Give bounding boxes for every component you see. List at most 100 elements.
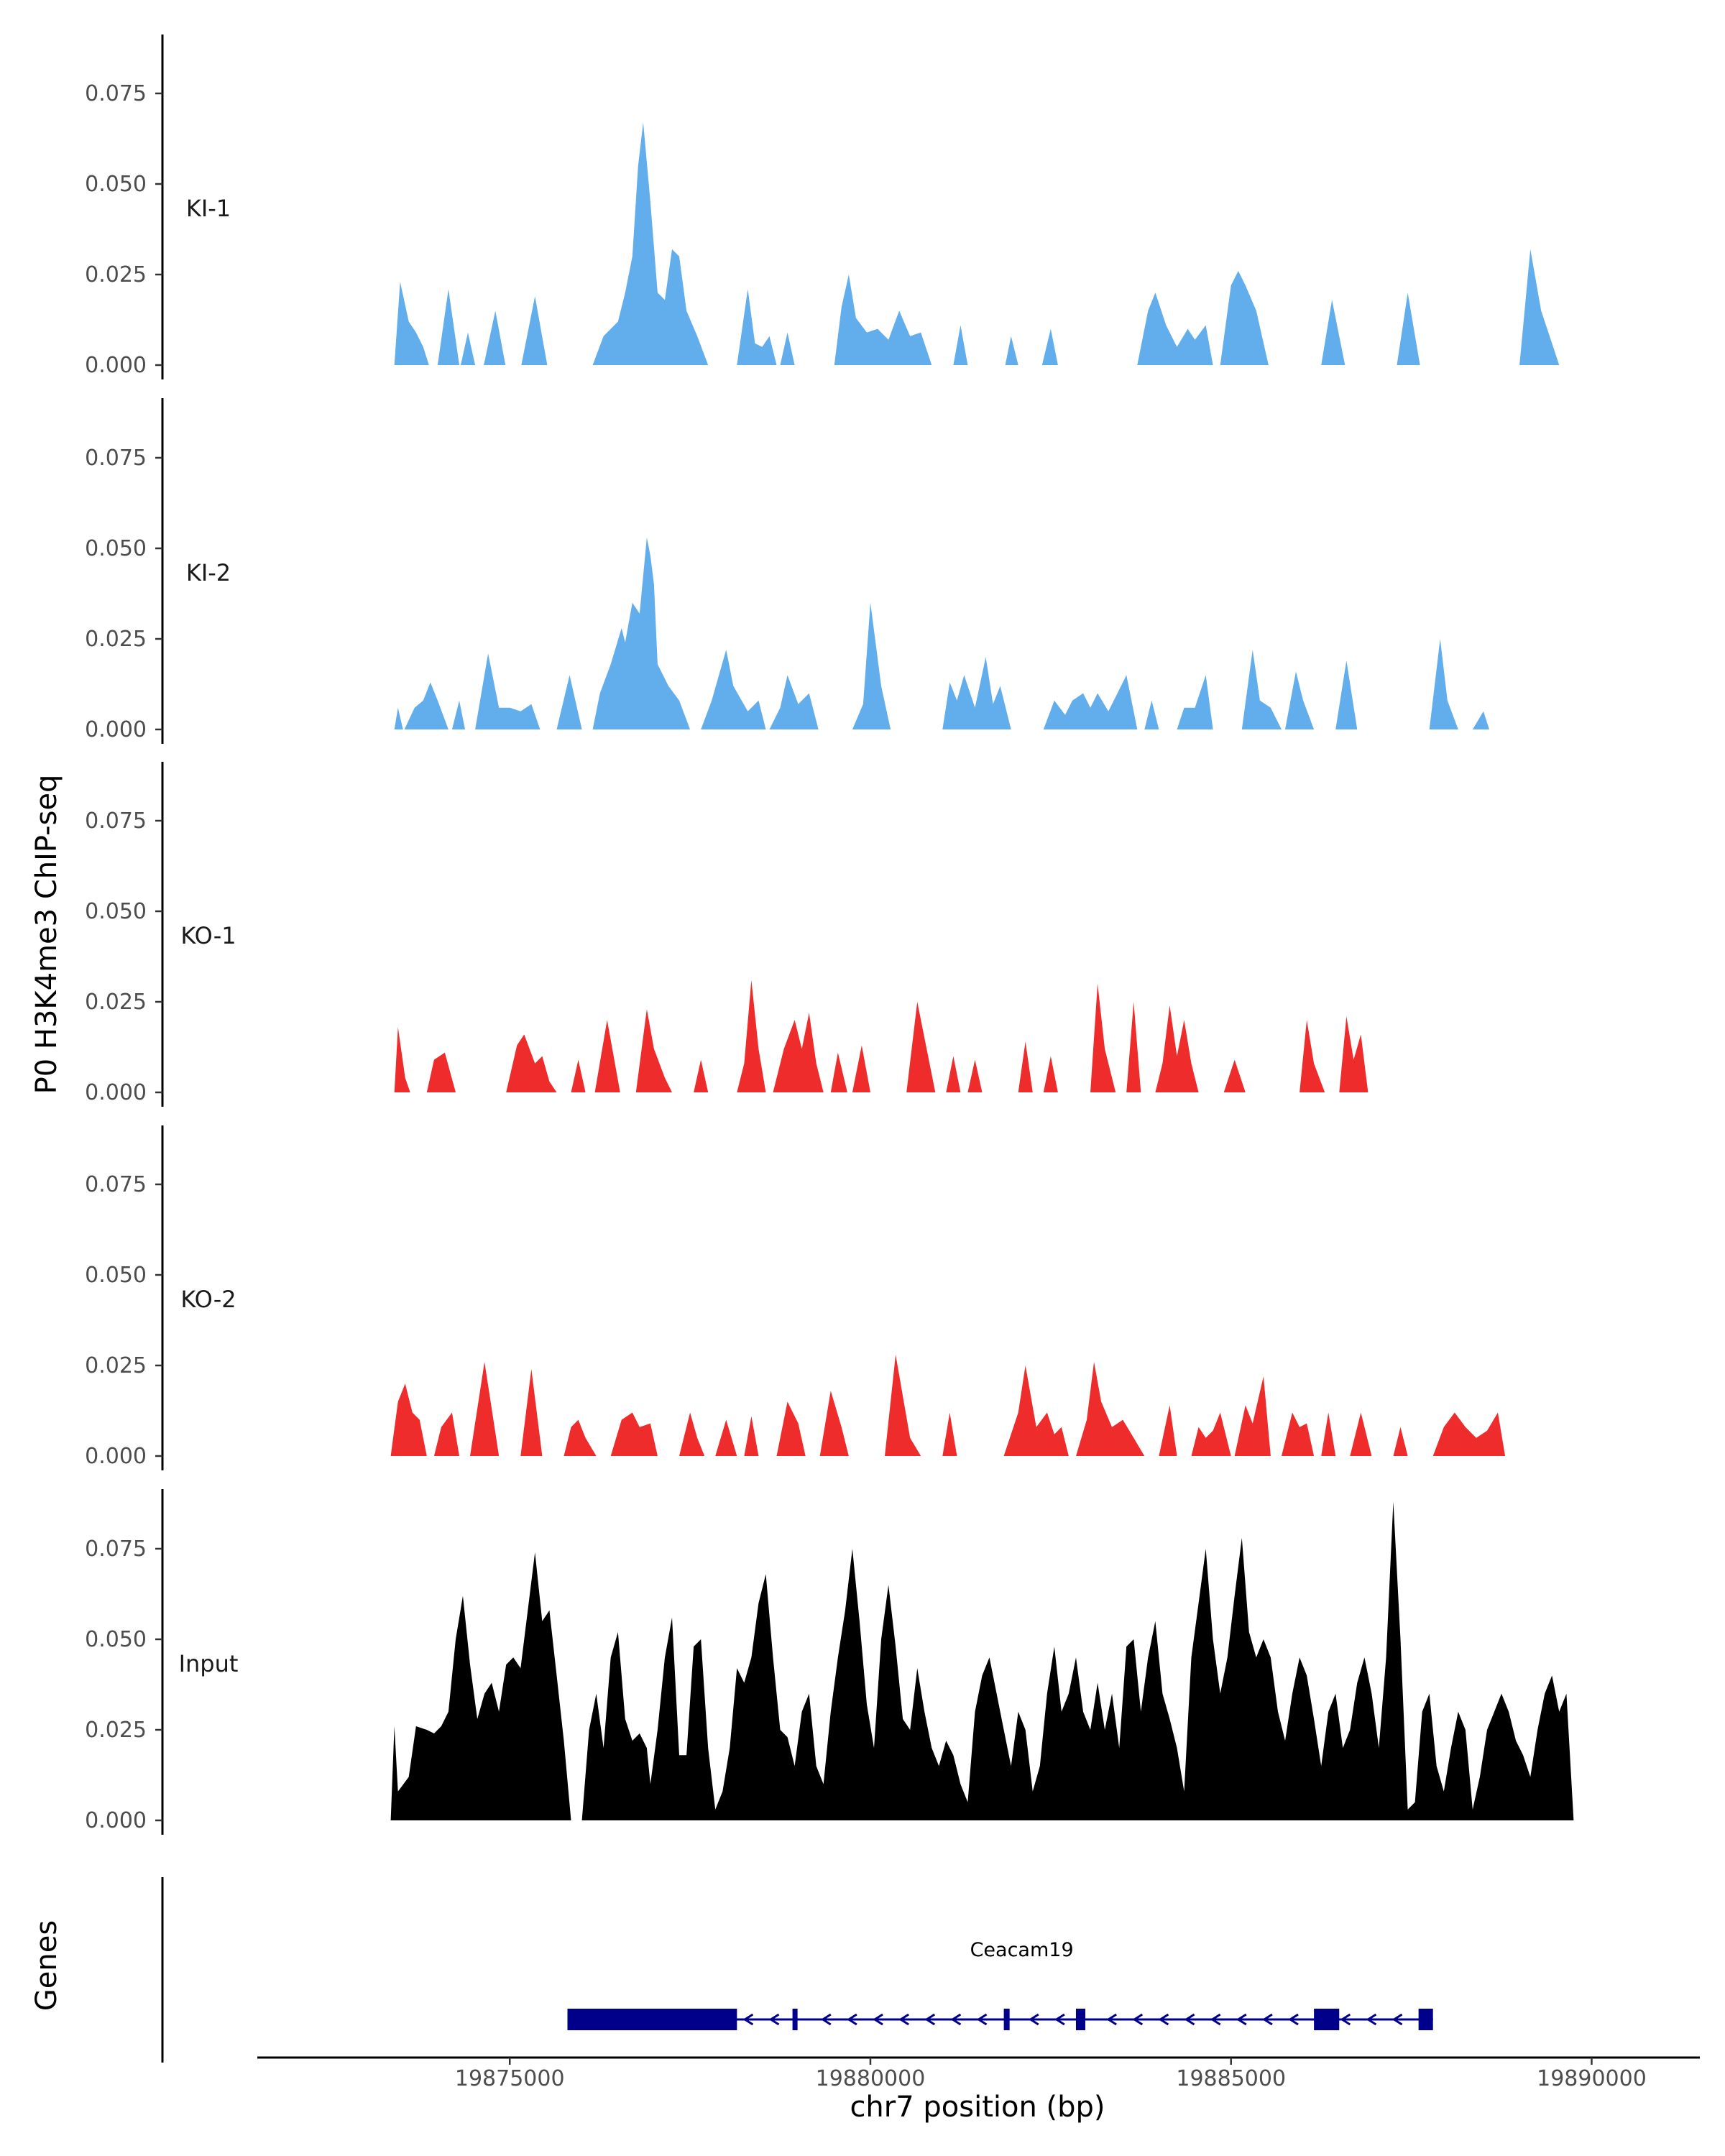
signal-peak	[701, 650, 766, 729]
signal-peak	[592, 122, 709, 366]
strand-arrow	[1028, 2013, 1039, 2026]
y-tick-label: 0.000	[85, 1444, 147, 1469]
signal-peak	[571, 1059, 586, 1092]
signal-peak	[556, 675, 582, 729]
signal-peak	[426, 1052, 456, 1092]
signal-peak	[942, 657, 1011, 729]
strand-arrow	[1262, 2013, 1273, 2026]
signal-peak	[1282, 1412, 1315, 1456]
signal-peak	[1018, 1041, 1033, 1092]
signal-peak	[394, 707, 403, 729]
track-label: KO-2	[180, 1286, 236, 1313]
gene-exon	[1314, 2009, 1340, 2030]
signal-peak	[390, 1552, 571, 1820]
signal-peak	[830, 1052, 847, 1092]
signal-peak	[1220, 271, 1269, 365]
signal-peak	[394, 1027, 410, 1092]
signal-peak	[715, 1419, 737, 1456]
signal-peak	[1177, 675, 1213, 729]
y-tick-label: 0.050	[85, 536, 147, 561]
signal-peak	[470, 1362, 500, 1456]
strand-arrow	[1366, 2013, 1377, 2026]
y-tick-label: 0.000	[85, 717, 147, 742]
signal-peak	[679, 1412, 705, 1456]
strand-arrow	[898, 2013, 909, 2026]
signal-peak	[1241, 650, 1282, 729]
y-tick-label: 0.075	[85, 808, 147, 834]
track-ki-1: 0.000 0.025 0.050 0.075 KI-1	[85, 34, 1560, 379]
y-tick-label: 0.075	[85, 1537, 147, 1562]
track-label: Input	[179, 1650, 239, 1677]
strand-arrow	[1340, 2013, 1351, 2026]
signal-peak	[1429, 639, 1458, 729]
strand-arrow	[820, 2013, 832, 2026]
strand-arrow	[873, 2013, 883, 2026]
track-ko-2: 0.000 0.025 0.050 0.075 KO-2	[85, 1125, 1506, 1470]
y-tick-label: 0.050	[85, 172, 147, 197]
signal-peak	[1519, 249, 1560, 365]
signal-peak	[451, 700, 465, 729]
strand-arrow	[1106, 2013, 1117, 2026]
signal-peak	[769, 675, 819, 729]
signal-peak	[521, 296, 548, 365]
x-tick-label: 19890000	[1537, 2066, 1647, 2091]
signal-peak	[1155, 1005, 1199, 1092]
y-tick-label: 0.050	[85, 1263, 147, 1288]
signal-peak	[885, 1354, 921, 1456]
signal-peak	[506, 1034, 557, 1092]
signal-peak	[1397, 292, 1420, 365]
signal-peak	[1339, 1016, 1368, 1092]
signal-peak	[437, 289, 459, 365]
signal-peak	[461, 332, 476, 365]
signal-peak	[433, 1412, 459, 1456]
x-tick-label: 19885000	[1176, 2066, 1286, 2091]
track-ko-1: 0.000 0.025 0.050 0.075 KO-1	[85, 762, 1368, 1107]
signal-peak	[1321, 300, 1346, 365]
signal-peak	[1137, 292, 1213, 365]
tracks-layer: 0.0000.0250.0500.075KI-10.0000.0250.0500…	[85, 34, 1574, 1835]
signal-peak	[1041, 328, 1058, 365]
signal-peak	[942, 1412, 957, 1456]
strand-arrow	[1184, 2013, 1195, 2026]
track-label: KO-1	[180, 922, 236, 949]
strand-arrow	[976, 2013, 988, 2026]
signal-peak	[484, 310, 506, 365]
signal-peak	[1144, 700, 1159, 729]
signal-peak	[1191, 1412, 1231, 1456]
gene-track: Ceacam19	[161, 1877, 1433, 2063]
y-tick-label: 0.025	[85, 627, 147, 652]
signal-peak	[694, 1059, 709, 1092]
signal-peak	[780, 332, 795, 365]
x-axis-title: chr7 position (bp)	[850, 2091, 1105, 2124]
y-tick-label: 0.075	[85, 81, 147, 106]
signal-peak	[852, 1045, 870, 1092]
signal-peak	[737, 980, 766, 1092]
signal-peak	[852, 602, 891, 729]
strand-arrow	[1132, 2013, 1144, 2026]
signal-peak	[1285, 671, 1315, 729]
y-axis-title: P0 H3K4me3 ChIP-seq	[30, 775, 63, 1095]
gene-exon	[567, 2009, 737, 2030]
signal-peak	[1335, 660, 1358, 729]
signal-peak	[520, 1369, 543, 1456]
signal-peak	[1090, 983, 1116, 1092]
strand-arrow	[1236, 2013, 1247, 2026]
gene-exon	[1075, 2009, 1086, 2030]
signal-peak	[581, 1501, 1574, 1820]
signal-peak	[1005, 336, 1018, 365]
signal-peak	[594, 1020, 620, 1092]
y-tick-label: 0.025	[85, 1718, 147, 1743]
gene-exon	[1418, 2009, 1433, 2030]
signal-peak	[1126, 1002, 1141, 1092]
signal-peak	[394, 282, 429, 365]
genes-axis-title: Genes	[30, 1920, 63, 2011]
y-tick-label: 0.000	[85, 353, 147, 378]
y-tick-label: 0.025	[85, 262, 147, 287]
y-tick-label: 0.075	[85, 446, 147, 471]
signal-peak	[737, 289, 777, 365]
y-tick-label: 0.000	[85, 1808, 147, 1833]
strand-arrow	[1392, 2013, 1403, 2026]
signal-peak	[475, 653, 540, 729]
signal-peak	[953, 325, 968, 365]
strand-arrow	[1054, 2013, 1065, 2026]
